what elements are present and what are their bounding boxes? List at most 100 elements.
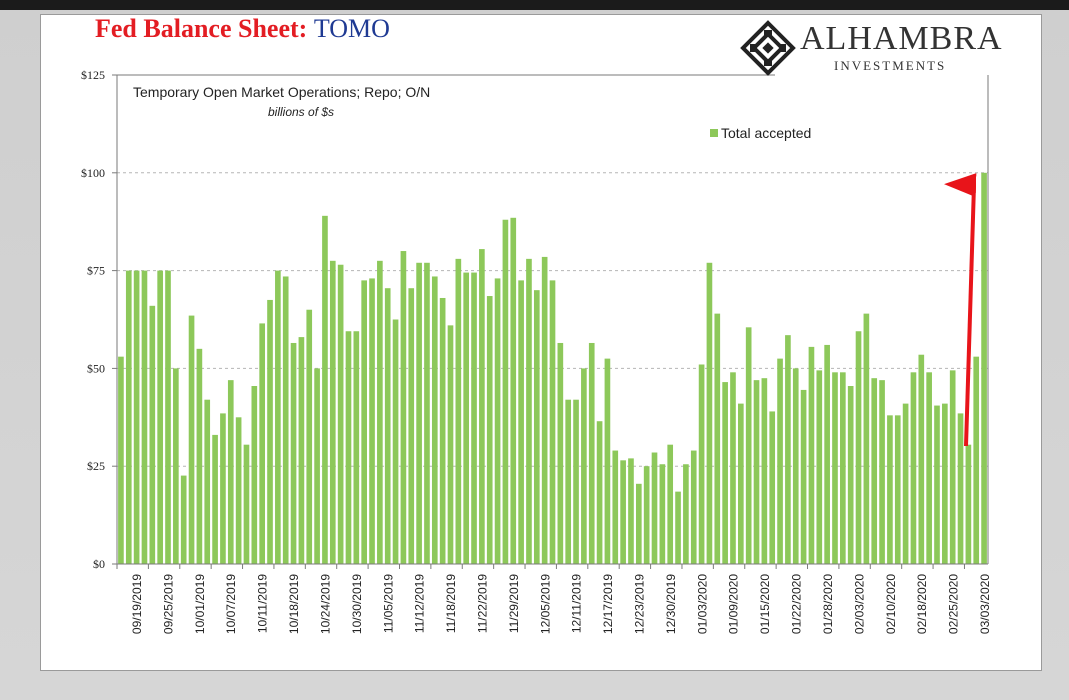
bar xyxy=(424,262,430,564)
bar xyxy=(479,249,485,564)
bar xyxy=(659,464,666,564)
bar xyxy=(840,372,846,564)
bar xyxy=(910,372,917,564)
bar xyxy=(345,331,352,564)
x-tick-label: 10/24/2019 xyxy=(318,574,332,634)
bar xyxy=(887,415,893,564)
x-tick-label: 03/03/2020 xyxy=(978,574,992,634)
y-tick-label: $25 xyxy=(87,459,105,473)
bar xyxy=(180,475,187,564)
bar xyxy=(581,368,587,564)
bar xyxy=(698,364,705,564)
bar xyxy=(675,491,681,564)
bar xyxy=(416,262,422,564)
x-tick-label: 10/18/2019 xyxy=(287,574,301,634)
bar xyxy=(125,270,132,564)
bar xyxy=(871,378,878,564)
bar xyxy=(965,444,972,564)
bar xyxy=(714,313,721,564)
x-tick-label: 11/29/2019 xyxy=(507,574,521,633)
x-tick-label: 01/22/2020 xyxy=(790,574,804,634)
chart-subtitle: billions of $s xyxy=(268,105,334,119)
bar xyxy=(894,415,901,564)
bar xyxy=(588,342,595,564)
x-tick-label: 12/23/2019 xyxy=(633,574,647,634)
bar xyxy=(730,372,736,564)
bar xyxy=(227,380,234,564)
bar xyxy=(949,370,956,564)
diamond-knot-icon xyxy=(740,20,796,76)
bar xyxy=(251,386,258,564)
bar xyxy=(824,344,830,564)
legend-label: Total accepted xyxy=(721,125,811,141)
bar xyxy=(463,272,470,564)
bar xyxy=(157,270,163,564)
bar xyxy=(753,380,760,564)
bar xyxy=(651,452,658,564)
bar xyxy=(565,399,572,564)
bar xyxy=(212,434,218,564)
bar xyxy=(173,368,179,564)
bar xyxy=(455,258,462,564)
logo-word-2: INVESTMENTS xyxy=(834,58,947,73)
bar xyxy=(533,290,540,564)
x-tick-label: 12/17/2019 xyxy=(601,574,615,634)
bar xyxy=(769,411,776,564)
y-tick-label: $50 xyxy=(87,361,105,375)
bar xyxy=(384,288,391,564)
y-tick-label: $75 xyxy=(87,264,105,278)
x-tick-label: 12/11/2019 xyxy=(570,574,584,633)
x-tick-label: 01/09/2020 xyxy=(727,574,741,634)
bar xyxy=(832,372,838,564)
bar xyxy=(596,421,603,564)
x-tick-label: 02/10/2020 xyxy=(884,574,898,634)
bar xyxy=(275,270,281,564)
bar xyxy=(518,280,524,564)
x-tick-label: 02/03/2020 xyxy=(852,574,866,634)
bar xyxy=(667,444,674,564)
x-tick-label: 01/28/2020 xyxy=(821,574,835,634)
bar xyxy=(267,299,273,564)
bar xyxy=(314,368,320,564)
bar xyxy=(133,270,140,564)
red-arrow xyxy=(944,173,977,447)
x-tick-label: 02/18/2020 xyxy=(915,574,929,634)
bar xyxy=(282,276,289,564)
bar xyxy=(557,342,564,564)
bar xyxy=(643,466,650,564)
bar xyxy=(494,278,501,564)
bar xyxy=(683,464,689,564)
bar xyxy=(879,380,885,564)
bar xyxy=(290,342,297,564)
bar xyxy=(447,325,454,564)
bar xyxy=(604,358,611,564)
bar xyxy=(431,276,438,564)
y-tick-label: $125 xyxy=(81,68,105,82)
bar xyxy=(612,450,619,564)
x-tick-label: 11/18/2019 xyxy=(444,574,458,633)
bar xyxy=(816,370,823,564)
bar xyxy=(259,323,265,564)
alhambra-logo: ALHAMBRA INVESTMENTS xyxy=(738,18,1002,78)
bar xyxy=(377,260,383,564)
bar xyxy=(855,331,862,564)
bar xyxy=(149,305,156,564)
x-tick-label: 01/03/2020 xyxy=(695,574,709,634)
bar xyxy=(690,450,697,564)
bar xyxy=(800,389,807,564)
bar xyxy=(220,413,226,564)
bar xyxy=(918,354,925,564)
bar xyxy=(785,335,791,564)
bar xyxy=(792,368,799,564)
heading-main: Fed Balance Sheet xyxy=(95,14,299,43)
bar xyxy=(361,280,367,564)
bar xyxy=(298,337,305,564)
bar xyxy=(306,309,313,564)
bar xyxy=(188,315,195,564)
bar xyxy=(847,386,854,564)
bar xyxy=(526,258,532,564)
bar xyxy=(628,458,634,564)
heading-sub: TOMO xyxy=(313,14,390,43)
chart-heading: Fed Balance Sheet: TOMO xyxy=(95,14,390,44)
